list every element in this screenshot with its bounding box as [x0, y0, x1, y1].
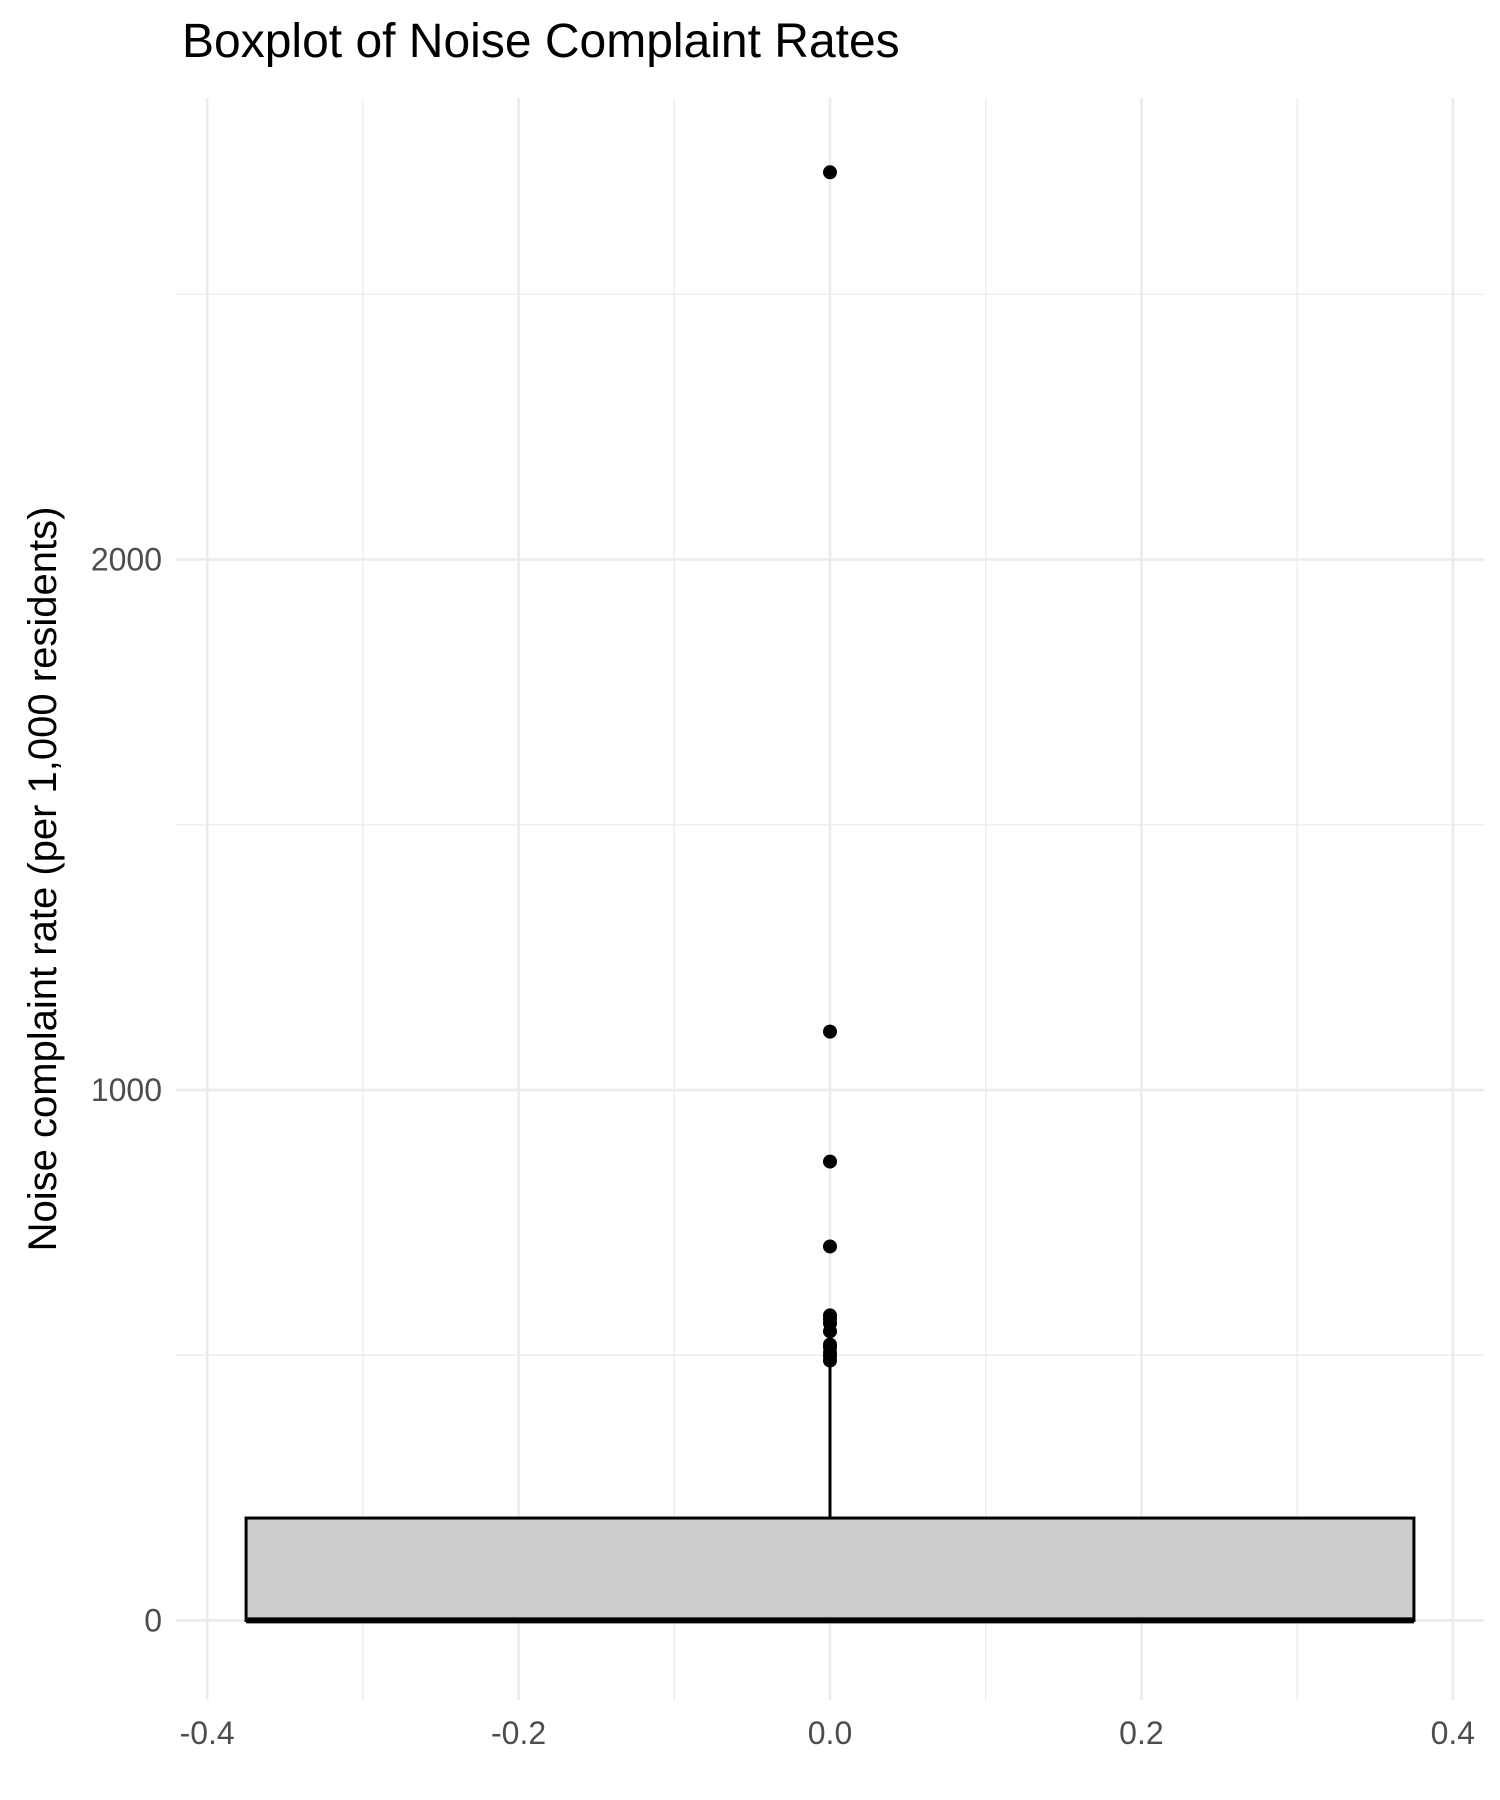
box-layer [244, 1363, 1416, 1624]
x-tick-label: 0.0 [808, 1715, 852, 1751]
x-tick-label: -0.2 [491, 1715, 546, 1751]
outlier-point [823, 165, 837, 180]
y-axis-title: Noise complaint rate (per 1,000 resident… [21, 507, 65, 1252]
box-body [244, 1516, 1416, 1622]
x-tick-labels: -0.4 -0.2 0.0 0.2 0.4 [180, 1715, 1476, 1751]
outlier-point [823, 1337, 837, 1352]
y-tick-label: 1000 [91, 1072, 162, 1108]
outlier-point [823, 1154, 837, 1169]
outlier-point [823, 1308, 837, 1323]
y-tick-label: 2000 [91, 542, 162, 578]
y-tick-labels: 0 1000 2000 [91, 542, 162, 1639]
outlier-point [823, 1239, 837, 1254]
x-tick-label: -0.4 [180, 1715, 235, 1751]
outlier-point [823, 1353, 837, 1368]
x-tick-label: 0.2 [1119, 1715, 1163, 1751]
x-tick-label: 0.4 [1431, 1715, 1475, 1751]
y-tick-label: 0 [144, 1602, 162, 1638]
outlier-point [823, 1324, 837, 1339]
outlier-layer [823, 165, 837, 1368]
chart-title: Boxplot of Noise Complaint Rates [182, 15, 900, 68]
outlier-point [823, 1024, 837, 1039]
